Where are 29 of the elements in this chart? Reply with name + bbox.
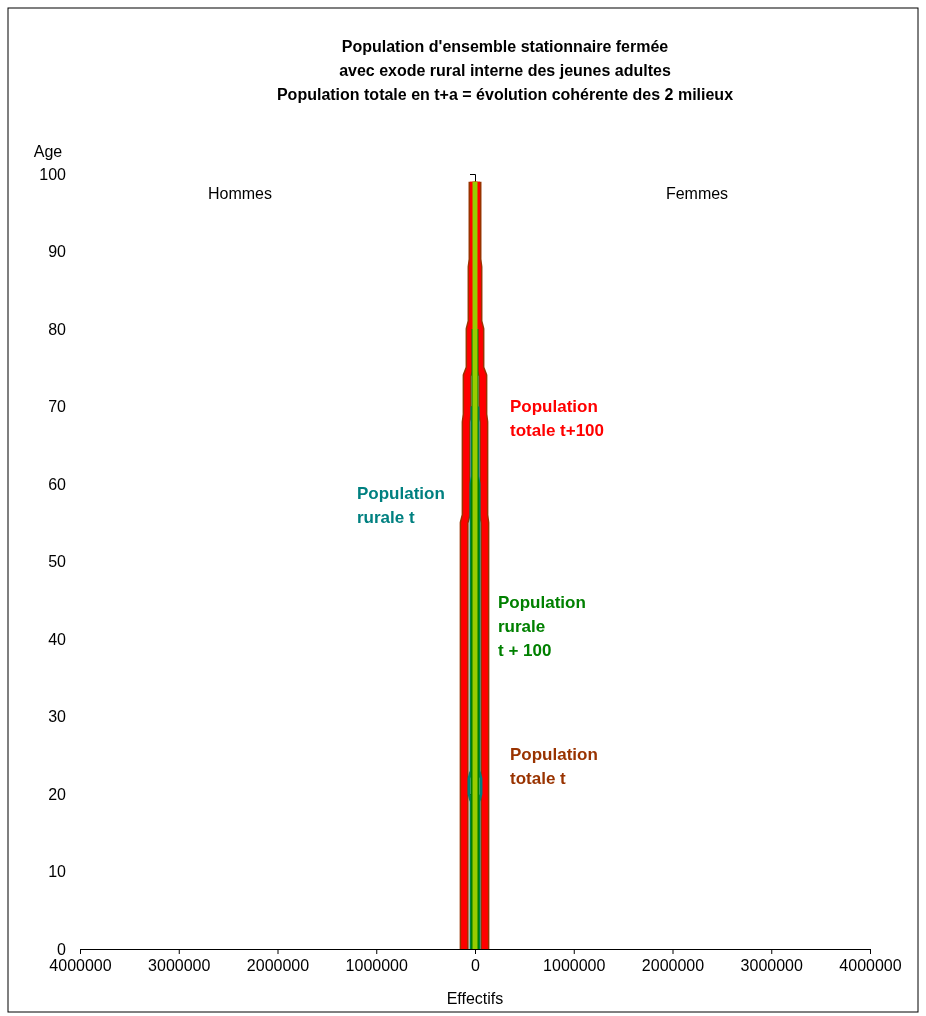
- y-tick-label: 70: [48, 398, 67, 416]
- y-tick-label: 60: [48, 475, 67, 493]
- x-tick-label: 1000000: [543, 957, 606, 975]
- x-tick-label: 3000000: [740, 957, 803, 975]
- x-tick-label: 2000000: [641, 957, 705, 975]
- series-label: Population totale t: [510, 745, 598, 788]
- y-tick-label: 10: [48, 863, 67, 881]
- annotation: Hommes: [207, 184, 273, 202]
- annotation: Femmes: [665, 184, 729, 202]
- y-tick-label: 50: [48, 553, 67, 571]
- y-tick-label: 80: [48, 320, 67, 338]
- x-axis-title: Effectifs: [446, 990, 504, 1007]
- y-tick-label: 0: [57, 940, 67, 958]
- series-label: Population rurale t: [357, 484, 445, 527]
- series-label: Population rurale t + 100: [498, 593, 586, 660]
- y-tick-label: 30: [48, 708, 67, 726]
- x-tick-label: 4000000: [49, 957, 112, 975]
- chart-title: Population d'ensemble stationnaire fermée avec exode rural interne des jeunes adultes Population totale en t+a = évolution cohérente des 2 milieux: [276, 38, 734, 103]
- y-tick-label: 40: [48, 630, 67, 648]
- y-tick-label: 90: [48, 243, 67, 261]
- x-tick-label: 2000000: [246, 957, 310, 975]
- y-axis-title: Age: [33, 143, 63, 160]
- y-tick-label: 100: [39, 165, 67, 183]
- y-tick-label: 20: [48, 785, 67, 803]
- x-tick-label: 3000000: [148, 957, 211, 975]
- x-tick-label: 4000000: [839, 957, 902, 975]
- x-tick-label: 0: [471, 957, 481, 975]
- x-tick-label: 1000000: [345, 957, 408, 975]
- series-label: Population totale t+100: [510, 397, 605, 440]
